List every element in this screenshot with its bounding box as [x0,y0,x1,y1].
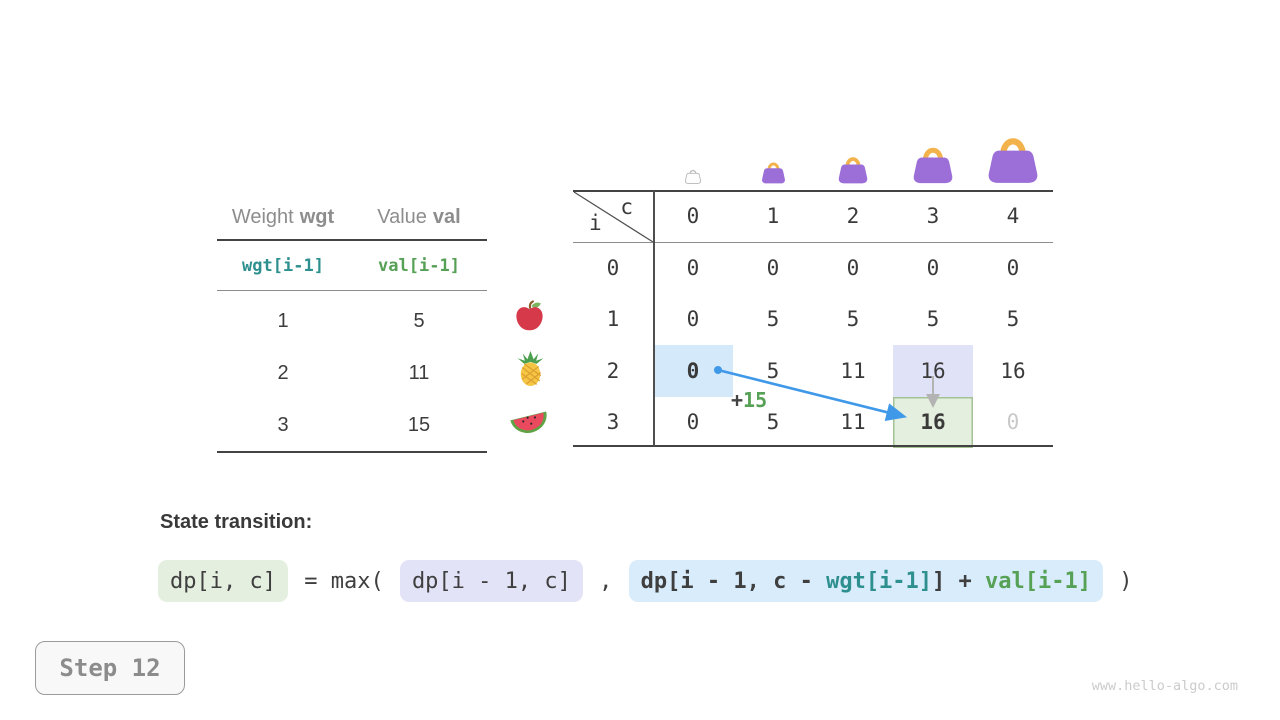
dp-row-2: 2 0 5 11 16 16 [573,345,1053,397]
dp-cell: 0 [926,255,940,280]
dp-cell: 11 [840,410,866,435]
items-index-row: wgt[i-1] val[i-1] [215,241,487,290]
table-line [217,290,487,291]
dp-cell-pending: 0 [1006,410,1020,435]
dp-cell: 0 [686,255,700,280]
formula-close-paren: ) [1106,568,1133,594]
val-code-label: val [432,205,461,228]
weight-header: Weight wgt [215,195,351,239]
formula-arg2-box: dp[i - 1, c - wgt[i-1]] + val[i-1] [628,560,1103,602]
item-value: 15 [407,413,431,436]
dp-row-1: 1 0 5 5 5 5 [573,294,1053,346]
corner-i-label: i [589,211,602,235]
arg2-wgt: wgt[i-1] [826,568,933,594]
table-line [653,191,655,446]
item-row: 3 15 [215,399,487,451]
dp-cell: 0 [846,255,860,280]
item-row: 1 5 [215,295,487,347]
dp-row-3: 3 0 5 11 16 0 [573,396,1053,448]
item-weight: 1 [277,309,289,332]
dp-cell-source-highlighted: 0 [653,345,733,397]
dp-cell: 5 [1006,307,1020,332]
dp-cell: 5 [846,307,860,332]
bag-medium-icon [838,157,868,184]
dp-row-label: 0 [606,255,620,280]
dp-col-header: 2 [846,204,860,228]
formula-comma: , [585,568,626,594]
dp-cell: 0 [686,307,700,332]
dp-cell: 0 [1006,255,1020,280]
dp-row-label: 1 [606,307,620,332]
weight-label: Weight [231,205,294,228]
state-transition-title: State transition: [160,511,313,533]
wgt-index-cell: wgt[i-1] [242,255,324,276]
value-label: Value [377,205,427,228]
arg2-part2: ] + [932,568,986,594]
item-row: 2 11 [215,347,487,399]
bag-small-icon [761,162,785,184]
formula-arg1-box: dp[i - 1, c] [399,560,583,602]
bag-xlarge-icon [988,138,1038,183]
dp-table: c i 0 1 2 3 4 0 0 0 0 0 0 1 0 5 5 5 5 2 [573,190,1053,448]
items-table: Weight wgt Value val wgt[i-1] val[i-1] 1… [215,195,487,453]
dp-cell: 16 [1000,358,1026,383]
dp-col-header: 1 [766,204,780,228]
value-header: Value val [351,195,487,239]
watermelon-icon [510,411,547,433]
bag-ghost-icon [684,169,702,184]
arg2-val: val[i-1] [985,568,1091,594]
pineapple-icon [517,351,544,386]
watermark: www.hello-algo.com [1091,678,1238,694]
item-weight: 2 [277,361,289,384]
added-value: 15 [743,388,768,412]
dp-row-label: 3 [606,410,620,435]
arg2-part1: dp[i - 1, c - [640,568,827,594]
dp-cell: 0 [686,410,700,435]
dp-cell-prev-highlighted: 16 [893,345,973,397]
diagonal-line [573,191,654,242]
formula-lhs-box: dp[i, c] [158,560,288,602]
apple-icon [516,300,543,331]
wgt-code-label: wgt [299,205,335,228]
plus-sign: + [731,388,744,412]
dp-corner-cell: c i [573,190,654,242]
dp-cell: 5 [766,307,780,332]
step-badge: Step 12 [35,641,185,695]
dp-col-header: 0 [686,204,700,228]
item-value: 5 [413,309,425,332]
dp-cell-current-highlighted: 16 [893,396,973,448]
item-weight: 3 [277,413,289,436]
dp-col-header: 4 [1006,204,1020,228]
dp-col-header: 3 [926,204,940,228]
dp-cell: 0 [766,255,780,280]
bag-large-icon [913,147,953,184]
corner-c-label: c [620,195,633,219]
formula-eq-max: = max( [290,568,397,594]
dp-cell: 5 [926,307,940,332]
capacity-bags-row [573,118,1053,186]
state-transition-formula: dp[i, c] = max( dp[i - 1, c] , dp[i - 1,… [155,558,1133,604]
val-index-cell: val[i-1] [378,255,460,276]
dp-row-0: 0 0 0 0 0 0 [573,242,1053,294]
plus-value-annotation: +15 [731,388,767,412]
dp-cell: 11 [840,358,866,383]
item-value: 11 [408,361,430,384]
items-header-row: Weight wgt Value val [215,195,487,239]
dp-row-label: 2 [606,358,620,383]
dp-header-row: c i 0 1 2 3 4 [573,190,1053,242]
